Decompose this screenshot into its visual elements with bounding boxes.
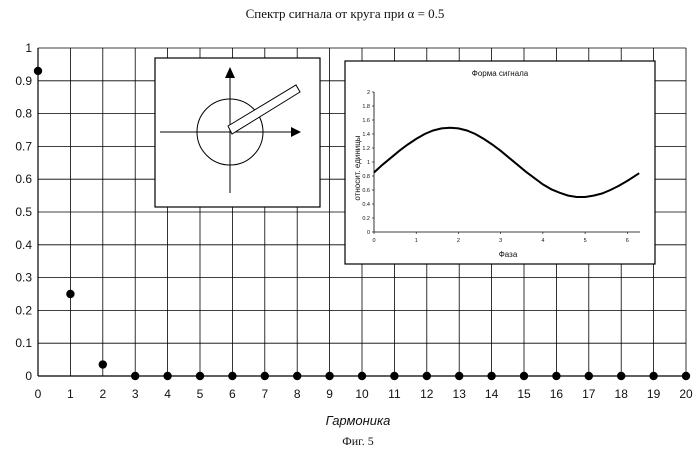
x-tick-label: 12	[420, 387, 434, 401]
data-point	[682, 372, 690, 380]
data-point	[325, 372, 333, 380]
y-tick-label: 0.8	[15, 107, 32, 121]
x-tick-label: 20	[679, 387, 693, 401]
x-tick-label: 18	[615, 387, 629, 401]
inset-y-tick-label: 0.6	[362, 188, 370, 194]
data-point	[66, 290, 74, 298]
inset-y-tick-label: 2	[367, 90, 370, 96]
inset-x-tick-label: 0	[372, 238, 375, 244]
x-tick-label: 17	[582, 387, 596, 401]
y-tick-label: 0.1	[15, 336, 32, 350]
inset-y-tick-label: 0	[367, 230, 370, 236]
inset-y-tick-label: 1	[367, 160, 370, 166]
inset-x-tick-label: 6	[626, 238, 629, 244]
x-tick-label: 19	[647, 387, 661, 401]
data-point	[163, 372, 171, 380]
y-tick-label: 0.6	[15, 172, 32, 186]
inset-x-tick-label: 1	[415, 238, 418, 244]
inset-y-tick-label: 1.8	[362, 104, 370, 110]
x-tick-label: 15	[517, 387, 531, 401]
y-tick-label: 0.9	[15, 74, 32, 88]
y-tick-label: 0.7	[15, 139, 32, 153]
data-point	[390, 372, 398, 380]
inset-y-tick-label: 0.4	[362, 202, 370, 208]
data-point	[649, 372, 657, 380]
data-point	[196, 372, 204, 380]
data-point	[228, 372, 236, 380]
inset-x-tick-label: 3	[499, 238, 502, 244]
x-tick-label: 0	[35, 387, 42, 401]
rotation-inset	[155, 58, 320, 207]
figure-caption: Фиг. 5	[342, 434, 373, 448]
y-tick-label: 0.5	[15, 205, 32, 219]
inset-x-tick-label: 5	[584, 238, 587, 244]
inset-x-tick-label: 4	[541, 238, 544, 244]
x-tick-label: 8	[294, 387, 301, 401]
x-tick-label: 11	[388, 387, 401, 401]
main-x-tick-labels: 01234567891011121314151617181920	[35, 387, 693, 401]
x-tick-label: 7	[261, 387, 268, 401]
main-y-tick-labels: 0 0.1 0.2 0.3 0.4 0.5 0.6 0.7 0.8 0.9 1	[15, 41, 32, 383]
data-point	[261, 372, 269, 380]
x-tick-label: 3	[132, 387, 139, 401]
x-tick-label: 6	[229, 387, 236, 401]
y-tick-label: 0.2	[15, 303, 32, 317]
inset-y-tick-label: 1.4	[362, 132, 370, 138]
inset-y-axis-label: относит. единицы	[353, 135, 362, 200]
x-tick-label: 14	[485, 387, 499, 401]
inset-y-tick-label: 1.6	[362, 118, 370, 124]
data-point	[455, 372, 463, 380]
x-tick-label: 2	[99, 387, 106, 401]
y-tick-label: 1	[25, 41, 32, 55]
data-point	[552, 372, 560, 380]
data-point	[585, 372, 593, 380]
data-point	[487, 372, 495, 380]
inset-y-tick-label: 0.2	[362, 216, 370, 222]
data-point	[617, 372, 625, 380]
x-tick-label: 9	[326, 387, 333, 401]
x-tick-label: 4	[164, 387, 171, 401]
signal-inset-frame	[345, 61, 655, 264]
data-point	[34, 67, 42, 75]
data-point	[358, 372, 366, 380]
x-tick-label: 10	[355, 387, 369, 401]
data-point	[520, 372, 528, 380]
inset-y-tick-label: 1.2	[362, 146, 370, 152]
inset-x-axis-label: Фаза	[499, 250, 518, 259]
inset-y-tick-label: 0.8	[362, 174, 370, 180]
inset-x-tick-label: 2	[457, 238, 460, 244]
data-point	[131, 372, 139, 380]
data-point	[99, 360, 107, 368]
y-tick-label: 0.4	[15, 238, 32, 252]
y-tick-label: 0.3	[15, 271, 32, 285]
x-tick-label: 16	[550, 387, 564, 401]
data-point	[423, 372, 431, 380]
x-axis-label: Гармоника	[326, 413, 391, 428]
x-tick-label: 5	[197, 387, 204, 401]
chart-title: Спектр сигнала от круга при α = 0.5	[246, 6, 445, 21]
inset-title: Форма сигнала	[472, 69, 529, 78]
data-point	[293, 372, 301, 380]
x-tick-label: 13	[453, 387, 467, 401]
signal-inset: Форма сигнала 0 0.2 0.4 0.6 0.8 1 1.2 1.4 1.6 1.8…	[345, 61, 655, 264]
y-tick-label: 0	[25, 369, 32, 383]
x-tick-label: 1	[67, 387, 74, 401]
